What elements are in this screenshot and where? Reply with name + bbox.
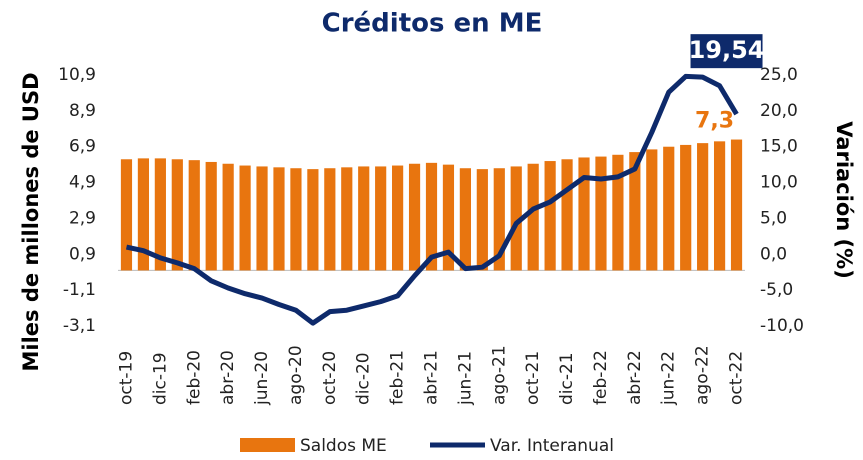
x-tick-label: abr-22 [625, 350, 645, 405]
bar [256, 166, 268, 271]
y2-tick-label: 5,0 [760, 208, 787, 228]
y-tick-label: -1,1 [63, 280, 96, 300]
bar [408, 163, 421, 271]
y-tick-label: 2,9 [69, 208, 96, 228]
bar [442, 164, 455, 271]
x-tick-label: oct-19 [116, 351, 136, 405]
bar [680, 144, 692, 271]
bar [544, 161, 556, 271]
y2-tick-label: -5,0 [760, 280, 793, 300]
y-tick-label: 6,9 [69, 137, 96, 157]
y-tick-label: 10,9 [58, 65, 96, 85]
bar [476, 169, 488, 271]
y-axis-title: Miles de millones de USD [19, 72, 43, 371]
x-tick-label: ago-22 [693, 345, 713, 405]
bar [425, 162, 438, 271]
bar [120, 159, 133, 271]
value-label-box [690, 34, 763, 69]
line-value-label: 19,54 [689, 36, 765, 64]
line [125, 73, 739, 326]
bar [358, 166, 370, 271]
y-tick-label: -3,1 [63, 316, 96, 336]
x-tick-label: abr-20 [218, 350, 238, 405]
bar [527, 163, 539, 271]
bar [697, 143, 709, 271]
bar [290, 168, 302, 271]
bar [510, 166, 522, 271]
x-tick-label: dic-21 [557, 352, 577, 405]
bar [561, 159, 573, 271]
x-tick-label: feb-20 [184, 350, 204, 405]
x-tick-label: ago-21 [489, 345, 509, 405]
bar [713, 141, 726, 271]
y2-tick-label: 0,0 [760, 244, 787, 264]
bar [375, 166, 387, 271]
x-tick-label: dic-20 [354, 352, 374, 405]
bar [578, 157, 590, 271]
bar [663, 146, 675, 271]
bar [595, 156, 607, 271]
y2-axis-title: Variación (%) [832, 121, 856, 279]
bar [646, 149, 658, 271]
x-tick-label: oct-20 [320, 351, 340, 405]
y2-tick-label: 25,0 [760, 65, 798, 85]
x-tick-label: jun-20 [252, 351, 272, 406]
bar [188, 160, 200, 271]
y-tick-label: 4,9 [69, 173, 96, 193]
bar [171, 159, 183, 271]
x-tick-label: abr-21 [422, 350, 442, 405]
x-tick-label: feb-21 [388, 350, 408, 405]
bar [205, 161, 217, 271]
bar [324, 168, 336, 271]
bar-value-label: 7,3 [695, 109, 734, 134]
y2-tick-label: 10,0 [760, 173, 798, 193]
bar [137, 158, 150, 271]
bar [612, 154, 624, 271]
x-tick-label: ago-20 [286, 345, 306, 405]
x-tick-label: jun-22 [659, 351, 679, 406]
x-tick-label: oct-21 [523, 351, 543, 405]
y2-tick-label: -10,0 [760, 316, 804, 336]
bar [222, 163, 234, 271]
bar [730, 139, 743, 271]
legend-label: Var. Interanual [490, 436, 614, 456]
y-tick-label: 0,9 [69, 244, 96, 264]
legend-swatch [240, 438, 295, 452]
x-tick-label: oct-22 [727, 351, 747, 405]
y2-tick-label: 15,0 [760, 137, 798, 157]
legend-label: Saldos ME [300, 436, 387, 456]
bar [392, 165, 404, 271]
bar [239, 165, 251, 271]
bar [629, 152, 641, 271]
bar [307, 169, 319, 271]
y2-tick-label: 20,0 [760, 101, 798, 121]
bar [154, 158, 166, 271]
bar [459, 168, 471, 271]
bar [273, 167, 285, 271]
bar [341, 167, 353, 271]
x-tick-label: feb-22 [591, 350, 611, 405]
x-tick-label: dic-19 [150, 352, 170, 405]
bar [493, 168, 505, 271]
y-tick-label: 8,9 [69, 101, 96, 121]
chart-title: Créditos en ME [322, 9, 543, 39]
x-tick-label: jun-21 [455, 351, 475, 406]
